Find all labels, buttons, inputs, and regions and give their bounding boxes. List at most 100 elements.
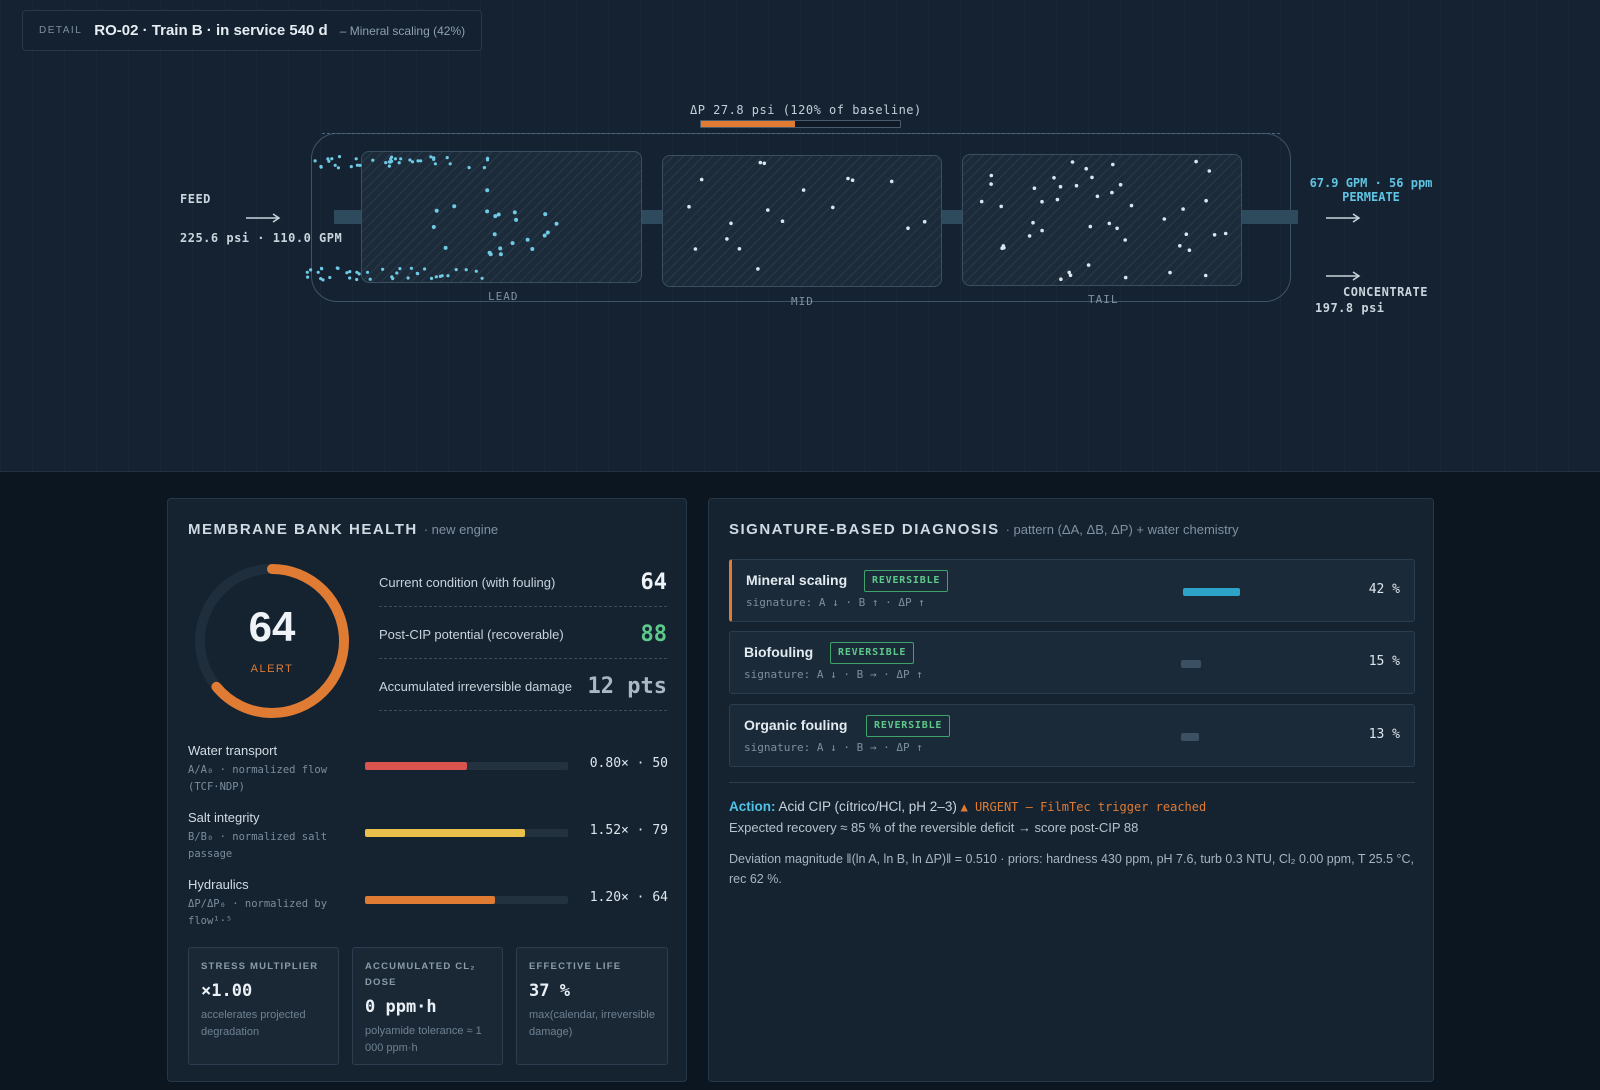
deposit-particle [1058, 184, 1063, 189]
reversible-badge: REVERSIBLE [864, 570, 949, 592]
expected-recovery: Expected recovery ≈ 85 % of the reversib… [729, 820, 1139, 835]
feed-values: 225.6 psi · 110.0 GPM [180, 231, 343, 245]
deposit-particle [1032, 186, 1037, 190]
card-desc: polyamide tolerance ≈ 1 000 ppm·h [365, 1025, 482, 1054]
deposit-particle [906, 226, 910, 230]
health-gauge-ring [195, 564, 349, 718]
scale-particle [337, 155, 342, 159]
deposit-particle [1212, 233, 1217, 237]
deposit-particle [846, 176, 850, 181]
scale-particle [423, 267, 427, 271]
detail-header: DETAIL RO-02 · Train B · in service 540 … [22, 10, 483, 51]
scale-particle [355, 163, 359, 167]
deposit-particle [831, 205, 835, 210]
scale-particle [493, 214, 498, 219]
scale-particle [410, 160, 415, 164]
detail-tag: DETAIL [39, 25, 83, 36]
deposit-particle [989, 182, 993, 186]
deposit-particle [922, 219, 927, 224]
scale-particle [448, 162, 452, 166]
scale-particle [440, 274, 444, 278]
detail-subtitle: – Mineral scaling (42%) [339, 23, 466, 38]
scale-particle [433, 162, 437, 166]
scale-particle [349, 165, 353, 169]
card-cl2-dose: ACCUMULATED CL₂ DOSE 0 ppm·h polyamide t… [352, 947, 503, 1065]
scale-particle [434, 275, 438, 279]
scale-particle [485, 209, 490, 214]
metric-value: 1.20× · 64 [589, 890, 668, 905]
deposit-particle [1040, 199, 1044, 204]
deposit-particle [737, 247, 742, 251]
health-gauge: 64 ALERT [192, 561, 352, 721]
metric-desc: ΔP/ΔP₀ · normalized by flow¹·⁵ [188, 898, 328, 927]
diagnosis-signature: signature: A ↓ · B ↑ · ΔP ↑ [746, 596, 925, 609]
scale-particle [434, 208, 439, 213]
deposit-particle [1090, 175, 1094, 180]
health-gauge-arc [195, 564, 349, 718]
deposit-particle [1027, 234, 1032, 238]
scale-particle [355, 270, 359, 274]
card-value: 0 ppm·h [365, 997, 437, 1017]
metric-bar [365, 829, 568, 837]
deposit-particle [725, 237, 729, 241]
scale-particle [409, 266, 413, 270]
scale-particle [335, 266, 339, 270]
condition-label: Post-CIP potential (recoverable) [379, 627, 564, 642]
deposit-particle [1194, 159, 1198, 164]
metric-bar-fill [365, 829, 526, 837]
scale-particle [512, 210, 517, 215]
diagnosis-signature: signature: A ↓ · B → · ΔP ↑ [744, 741, 923, 754]
scale-particle [305, 270, 309, 274]
deposit-particle [756, 267, 760, 271]
scale-particle [474, 269, 478, 273]
metric-value: 0.80× · 50 [589, 756, 668, 771]
scale-particle [429, 155, 433, 159]
permeate-arrow-icon [1326, 213, 1361, 223]
scale-particle [408, 158, 412, 162]
condition-current: Current condition (with fouling) 64 [379, 559, 667, 607]
scale-particle [492, 232, 497, 237]
deposit-particle [1088, 224, 1093, 229]
scale-particle [390, 275, 394, 279]
reversible-badge: REVERSIBLE [866, 715, 951, 737]
card-value: 37 % [529, 981, 570, 1001]
metric-value: 1.52× · 79 [589, 823, 668, 838]
health-subtitle: · new engine [423, 522, 499, 537]
scale-particle [554, 221, 559, 226]
deposit-particle [1067, 270, 1071, 275]
scale-particle [467, 166, 471, 170]
feed-arrow-icon [246, 213, 281, 223]
scale-particle [482, 166, 486, 170]
condition-value: 12 pts [587, 674, 667, 699]
deposit-particle [1059, 277, 1063, 282]
deposit-particle [1203, 273, 1208, 278]
detail-title: RO-02 · Train B · in service 540 d [94, 22, 328, 39]
scale-particle [348, 276, 352, 280]
deposit-particle [1129, 203, 1134, 208]
deposit-particle [889, 179, 894, 184]
deposit-particle [1068, 273, 1073, 278]
diagnosis-row-organic-fouling[interactable]: Organic fouling REVERSIBLE signature: A … [729, 704, 1415, 767]
diagnosis-percent: 42 % [1368, 582, 1400, 597]
metric-water-transport: Water transport A/A₀ · normalized flow (… [188, 743, 668, 805]
condition-post-cip: Post-CIP potential (recoverable) 88 [379, 611, 667, 659]
scale-particle [327, 159, 331, 163]
diagnosis-row-mineral-scaling[interactable]: Mineral scaling REVERSIBLE signature: A … [729, 559, 1415, 622]
card-desc: accelerates projected degradation [201, 1009, 306, 1038]
scale-particle [316, 270, 320, 274]
deposit-particle [1123, 238, 1127, 242]
deposit-particle [1204, 198, 1208, 203]
scale-particle [395, 271, 399, 275]
membrane-health-panel: MEMBRANE BANK HEALTH · new engine 64 ALE… [167, 498, 687, 1082]
deviation-magnitude: Deviation magnitude ‖(ln A, ln B, ln ΔP)… [729, 852, 1414, 886]
diagnosis-row-biofouling[interactable]: Biofouling REVERSIBLE signature: A ↓ · B… [729, 631, 1415, 694]
diagnosis-probability-bar [1181, 660, 1202, 668]
scale-particle [406, 276, 410, 280]
health-status: ALERT [250, 663, 294, 675]
health-score: 64 [248, 603, 296, 650]
scale-particle [419, 159, 423, 163]
scale-particle [354, 157, 358, 161]
action-section: Action: Acid CIP (cítrico/HCl, pH 2–3) ▲… [729, 782, 1415, 889]
deposit-particle [1040, 228, 1044, 233]
scale-particle [452, 204, 457, 209]
